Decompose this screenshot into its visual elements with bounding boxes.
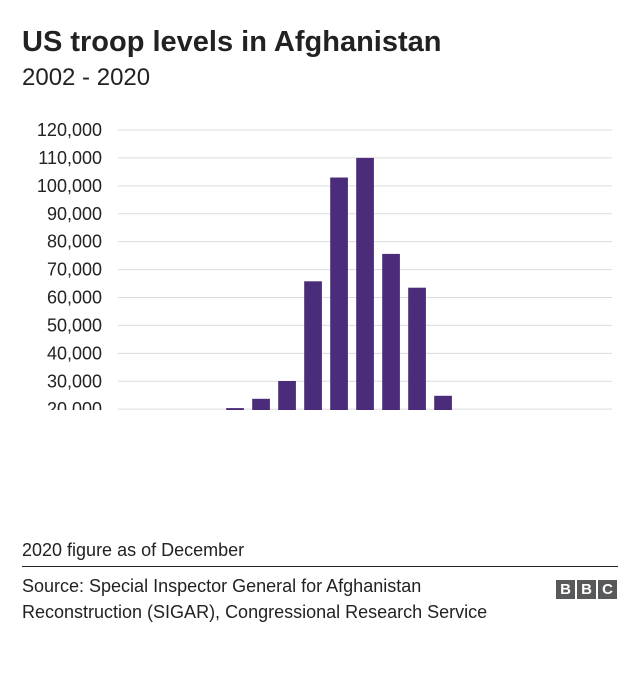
bar-2007 [252, 398, 270, 410]
y-tick-label: 40,000 [47, 343, 102, 363]
bar-2013 [408, 287, 426, 410]
chart-title: US troop levels in Afghanistan [22, 26, 442, 58]
y-tick-label: 60,000 [47, 288, 102, 308]
y-tick-label: 50,000 [47, 315, 102, 335]
bar-chart: 010,00020,00030,00040,00050,00060,00070,… [37, 120, 612, 410]
y-tick-label: 80,000 [47, 232, 102, 252]
bar-2012 [382, 253, 400, 410]
bar-2009 [304, 281, 322, 410]
bar-2014 [434, 395, 452, 410]
y-tick-label: 30,000 [47, 371, 102, 391]
bar-2010 [330, 177, 348, 410]
bar-2011 [356, 157, 374, 410]
bbc-logo-letter-2: B [577, 580, 596, 599]
bbc-logo-letter-3: C [598, 580, 617, 599]
y-tick-label: 110,000 [38, 148, 102, 168]
y-tick-label: 20,000 [47, 399, 102, 410]
y-tick-label: 100,000 [37, 176, 102, 196]
y-tick-label: 70,000 [47, 260, 102, 280]
divider [22, 566, 618, 567]
y-tick-label: 90,000 [47, 204, 102, 224]
bbc-logo-letter-1: B [556, 580, 575, 599]
y-tick-label: 120,000 [37, 120, 102, 140]
bar-2008 [278, 381, 296, 410]
chart-subtitle: 2002 - 2020 [22, 64, 151, 91]
source-text: Source: Special Inspector General for Af… [22, 576, 488, 622]
footnote: 2020 figure as of December [22, 540, 245, 560]
bbc-logo: B B C [556, 580, 617, 599]
bar-2006 [226, 408, 244, 410]
